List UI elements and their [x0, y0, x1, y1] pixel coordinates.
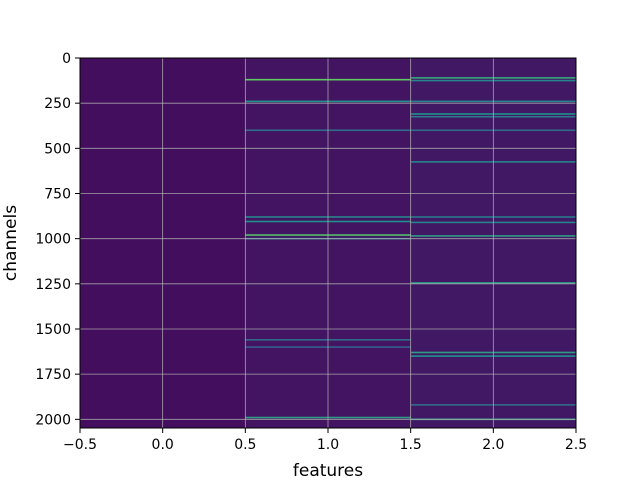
y-axis-label: channels [1, 205, 21, 281]
x-tick-label: 1.5 [400, 437, 422, 453]
x-tick-label: 2.0 [482, 437, 504, 453]
y-tick-label: 1000 [35, 232, 71, 248]
x-tick-label: 0.5 [234, 437, 256, 453]
x-tick-label: 2.5 [565, 437, 587, 453]
x-axis-label: features [293, 461, 363, 480]
x-axis: −0.5 0.0 0.5 1.0 1.5 2.0 2.5 [63, 428, 587, 453]
y-tick-label: 1750 [35, 367, 71, 383]
y-tick-label: 2000 [35, 412, 71, 428]
y-axis: 0 250 500 750 1000 1250 1500 1750 2000 [35, 51, 80, 428]
y-tick-label: 500 [44, 141, 71, 157]
x-tick-label: 0.0 [152, 437, 174, 453]
x-tick-label: 1.0 [317, 437, 339, 453]
y-tick-label: 750 [44, 186, 71, 202]
y-tick-label: 1250 [35, 277, 71, 293]
y-tick-label: 1500 [35, 322, 71, 338]
y-tick-label: 0 [62, 51, 71, 67]
x-tick-label: −0.5 [63, 437, 97, 453]
y-tick-label: 250 [44, 96, 71, 112]
